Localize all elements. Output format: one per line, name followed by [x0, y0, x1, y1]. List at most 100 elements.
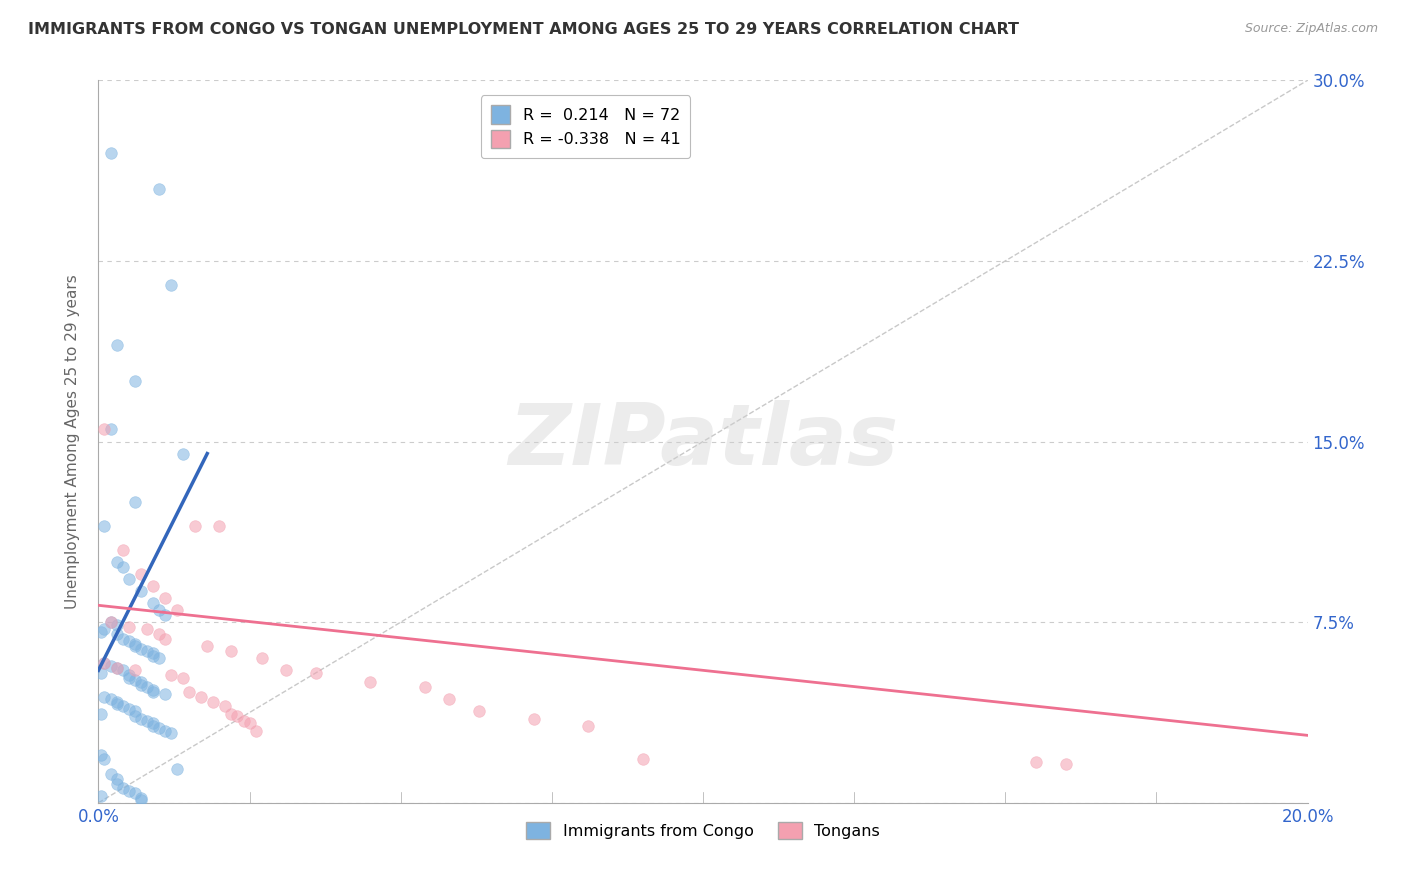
Point — [190, 690, 212, 704]
Point — [93, 752, 115, 766]
Point — [142, 719, 165, 733]
Point — [100, 145, 122, 160]
Point — [226, 709, 249, 723]
Point — [129, 641, 152, 656]
Point — [437, 692, 460, 706]
Point — [172, 446, 194, 460]
Text: Source: ZipAtlas.com: Source: ZipAtlas.com — [1244, 22, 1378, 36]
Point — [100, 767, 122, 781]
Point — [93, 690, 115, 704]
Point — [153, 687, 176, 701]
Point — [118, 668, 141, 682]
Point — [93, 656, 115, 670]
Point — [105, 617, 128, 632]
Point — [124, 709, 146, 723]
Point — [124, 704, 146, 718]
Point — [105, 772, 128, 786]
Point — [118, 572, 141, 586]
Point — [208, 518, 231, 533]
Point — [100, 615, 122, 630]
Point — [135, 714, 157, 728]
Point — [1054, 757, 1077, 772]
Point — [105, 338, 128, 352]
Point — [413, 680, 436, 694]
Point — [305, 665, 328, 680]
Point — [148, 651, 170, 665]
Point — [360, 675, 382, 690]
Point — [111, 781, 134, 796]
Point — [124, 374, 146, 388]
Point — [118, 671, 141, 685]
Point — [118, 620, 141, 634]
Point — [153, 723, 176, 738]
Text: IMMIGRANTS FROM CONGO VS TONGAN UNEMPLOYMENT AMONG AGES 25 TO 29 YEARS CORRELATI: IMMIGRANTS FROM CONGO VS TONGAN UNEMPLOY… — [28, 22, 1019, 37]
Point — [124, 637, 146, 651]
Point — [142, 596, 165, 610]
Point — [90, 624, 112, 639]
Point — [142, 716, 165, 731]
Point — [129, 675, 152, 690]
Point — [135, 680, 157, 694]
Point — [468, 704, 491, 718]
Point — [239, 716, 262, 731]
Point — [232, 714, 254, 728]
Point — [195, 639, 218, 653]
Point — [166, 603, 188, 617]
Point — [105, 697, 128, 711]
Point — [129, 791, 152, 805]
Point — [111, 664, 134, 678]
Point — [153, 632, 176, 646]
Point — [153, 591, 176, 605]
Point — [274, 664, 297, 678]
Point — [214, 699, 236, 714]
Point — [576, 719, 599, 733]
Point — [118, 634, 141, 648]
Point — [93, 422, 115, 436]
Point — [221, 706, 243, 721]
Point — [100, 422, 122, 436]
Point — [142, 647, 165, 661]
Point — [90, 665, 112, 680]
Point — [124, 664, 146, 678]
Point — [148, 721, 170, 735]
Point — [129, 583, 152, 598]
Point — [523, 712, 546, 726]
Point — [135, 623, 157, 637]
Text: ZIPatlas: ZIPatlas — [508, 400, 898, 483]
Point — [148, 603, 170, 617]
Point — [118, 784, 141, 798]
Point — [105, 661, 128, 675]
Point — [631, 752, 654, 766]
Point — [148, 627, 170, 641]
Point — [1024, 755, 1046, 769]
Point — [105, 627, 128, 641]
Point — [166, 762, 188, 776]
Point — [129, 678, 152, 692]
Point — [153, 607, 176, 622]
Point — [100, 658, 122, 673]
Point — [135, 644, 157, 658]
Point — [118, 702, 141, 716]
Point — [221, 644, 243, 658]
Point — [148, 181, 170, 195]
Point — [93, 656, 115, 670]
Point — [172, 671, 194, 685]
Point — [111, 542, 134, 557]
Point — [105, 555, 128, 569]
Legend: Immigrants from Congo, Tongans: Immigrants from Congo, Tongans — [520, 816, 886, 846]
Point — [124, 673, 146, 687]
Point — [250, 651, 273, 665]
Point — [129, 793, 152, 807]
Point — [184, 518, 207, 533]
Point — [142, 685, 165, 699]
Point — [90, 706, 112, 721]
Point — [142, 648, 165, 663]
Point — [202, 695, 225, 709]
Point — [100, 692, 122, 706]
Y-axis label: Unemployment Among Ages 25 to 29 years: Unemployment Among Ages 25 to 29 years — [65, 274, 80, 609]
Point — [179, 685, 201, 699]
Point — [124, 639, 146, 653]
Point — [111, 632, 134, 646]
Point — [124, 786, 146, 800]
Point — [129, 567, 152, 582]
